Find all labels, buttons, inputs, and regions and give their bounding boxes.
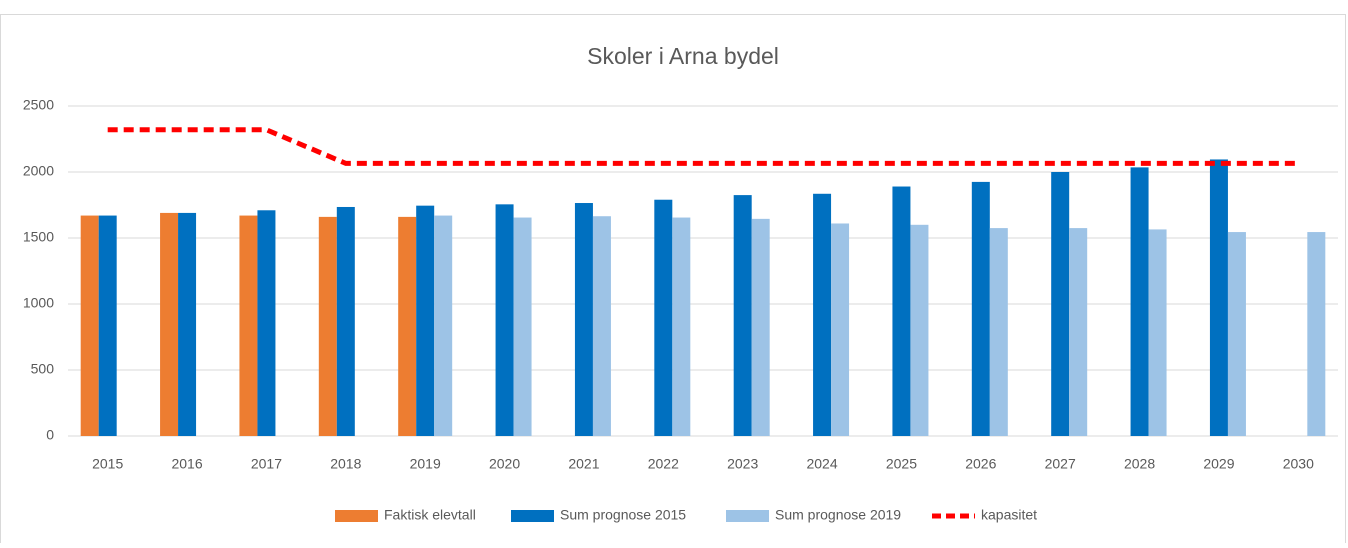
legend-swatch: [511, 510, 554, 522]
y-tick-label: 1500: [23, 229, 54, 245]
bar: [178, 212, 197, 436]
bar: [513, 217, 532, 436]
bar: [831, 223, 850, 436]
bar: [1148, 229, 1167, 436]
bar: [257, 210, 276, 436]
x-tick-label: 2029: [1203, 456, 1234, 472]
bar: [1130, 167, 1149, 436]
x-tick-label: 2018: [330, 456, 361, 472]
bar: [813, 193, 832, 436]
bar: [574, 203, 593, 436]
bar: [1051, 172, 1070, 436]
bar: [1307, 232, 1326, 436]
x-tick-label: 2022: [648, 456, 679, 472]
bar: [892, 186, 911, 436]
bar: [654, 199, 673, 436]
x-tick-label: 2019: [410, 456, 441, 472]
bar: [336, 206, 355, 436]
legend-swatch: [726, 510, 769, 522]
x-tick-label: 2015: [92, 456, 123, 472]
line: [107, 127, 1299, 166]
y-tick-label: 2000: [23, 163, 54, 179]
x-tick-label: 2026: [965, 456, 996, 472]
legend-label: kapasitet: [981, 507, 1037, 523]
bar: [239, 215, 258, 436]
bar: [160, 212, 179, 436]
bar: [495, 204, 514, 436]
chart-title: Skoler i Arna bydel: [587, 43, 779, 69]
x-tick-label: 2028: [1124, 456, 1155, 472]
x-tick-label: 2027: [1045, 456, 1076, 472]
legend-label: Faktisk elevtall: [384, 507, 476, 523]
y-tick-label: 500: [31, 361, 55, 377]
x-tick-label: 2017: [251, 456, 282, 472]
x-tick-label: 2024: [806, 456, 837, 472]
bar: [98, 215, 117, 436]
x-tick-label: 2020: [489, 456, 520, 472]
x-tick-label: 2025: [886, 456, 917, 472]
bar: [751, 218, 770, 436]
bar: [1069, 228, 1088, 436]
bar: [910, 224, 929, 436]
bar: [434, 215, 453, 436]
x-tick-label: 2023: [727, 456, 758, 472]
bar: [1227, 232, 1246, 436]
legend-label: Sum prognose 2019: [775, 507, 901, 523]
y-tick-label: 0: [46, 427, 54, 443]
bar: [733, 195, 752, 436]
y-tick-label: 1000: [23, 295, 54, 311]
bar: [971, 181, 990, 436]
bar: [989, 228, 1008, 436]
bar: [80, 215, 99, 436]
bar: [592, 216, 611, 436]
bar: [416, 205, 435, 436]
y-tick-label: 2500: [23, 97, 54, 113]
x-tick-label: 2030: [1283, 456, 1314, 472]
bar: [398, 216, 417, 436]
x-tick-label: 2016: [171, 456, 202, 472]
x-tick-label: 2021: [568, 456, 599, 472]
bar: [1209, 159, 1228, 436]
legend-swatch: [335, 510, 378, 522]
bar: [318, 216, 337, 436]
legend-label: Sum prognose 2015: [560, 507, 686, 523]
bar: [672, 217, 691, 436]
